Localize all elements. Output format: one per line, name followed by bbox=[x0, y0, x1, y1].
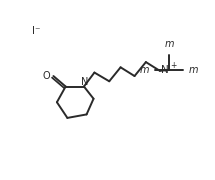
Text: +: + bbox=[170, 60, 177, 69]
Text: m: m bbox=[165, 39, 174, 49]
Text: I⁻: I⁻ bbox=[32, 26, 40, 36]
Text: N: N bbox=[81, 77, 89, 87]
Text: m: m bbox=[189, 65, 198, 75]
Text: O: O bbox=[43, 71, 51, 81]
Text: m: m bbox=[140, 65, 149, 75]
Text: N: N bbox=[161, 65, 169, 75]
